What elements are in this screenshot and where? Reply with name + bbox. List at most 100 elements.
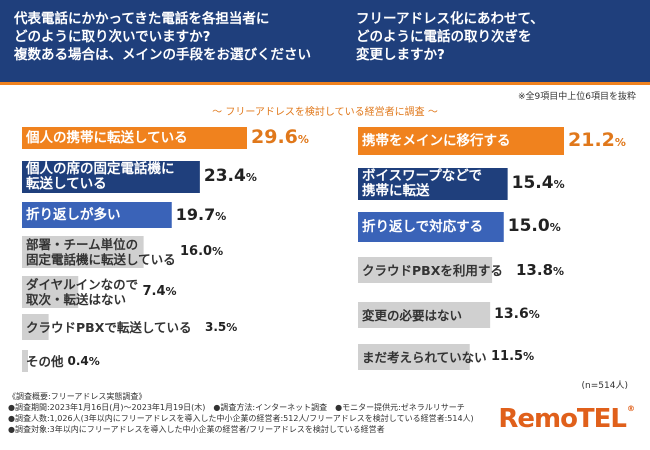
bar-value-unit: % (245, 171, 257, 185)
bar-right-3 (358, 257, 493, 283)
right-question-line: 変更しますか? (356, 47, 445, 63)
logo-text: RemoTEL (498, 404, 627, 434)
bar-label-line: 部署・チーム単位の (26, 237, 139, 252)
bar-left-4 (22, 276, 79, 308)
bar-value-number: 23.4 (203, 166, 246, 187)
bar-label: その他 (26, 354, 64, 369)
bar-value-number: 29.6 (251, 126, 298, 149)
bar-value-unit: % (523, 349, 535, 363)
bar-label-line: クラウドPBXで転送している (26, 319, 192, 335)
bar-label: ボイスワープなどで 携帯に転送 (362, 169, 482, 199)
bar-value: 13.6% (494, 306, 540, 322)
bar-label-line: 転送している (26, 176, 107, 192)
bar-right-2 (358, 212, 504, 242)
bar-value: 3.5% (205, 320, 237, 334)
footnote-line: 《調査概要:フリーアドレス実態調査》 (8, 392, 147, 401)
bar-left-5 (22, 314, 49, 340)
footnote-line: ●調査対象:3年以内にフリーアドレスを導入した中小企業の経営者/フリーアドレスを… (8, 425, 385, 434)
remotel-logo: RemoTEL® (498, 404, 635, 434)
logo-registered-mark: ® (627, 404, 635, 413)
bar-value-unit: % (553, 178, 565, 192)
bar-label-line: 携帯をメインに移行する (362, 132, 511, 149)
bar-value-unit: % (215, 210, 227, 224)
bar-value-number: 15.4 (511, 173, 554, 194)
header-accent-line (0, 82, 650, 85)
bar-value-unit: % (226, 320, 238, 334)
bar-value-unit: % (549, 221, 561, 235)
bar-value-unit: % (212, 244, 224, 258)
right-question: フリーアドレス化にあわせて、 どのように電話の取り次ぎを 変更しますか? (356, 10, 544, 64)
right-question-line: フリーアドレス化にあわせて、 (356, 11, 544, 27)
left-question-line: どのように取り次いでいますか? (14, 29, 211, 45)
bar-value-unit: % (165, 284, 177, 298)
bar-left-6 (22, 350, 28, 372)
left-question-line: 代表電話にかかってきた電話を各担当者に (14, 11, 270, 27)
bar-left-0 (22, 127, 247, 149)
bar-label-line: 携帯に転送 (362, 183, 430, 199)
bar-right-5 (358, 344, 470, 370)
bar-label: クラウドPBXを利用する (362, 263, 503, 278)
left-question-line: 複数ある場合は、メインの手段をお選びください (14, 47, 311, 63)
bar-label: クラウドPBXで転送している (26, 320, 191, 335)
bar-label: ダイヤルインなので 取次・転送はない (26, 277, 138, 307)
bar-value: 0.4% (68, 354, 100, 368)
bar-label-line: ダイヤルインなので (26, 277, 139, 292)
bar-value-number: 16.0 (180, 243, 213, 259)
bar-label-line: その他 (26, 353, 64, 369)
bar-value-number: 7.4 (142, 283, 166, 299)
bar-left-2 (22, 202, 172, 228)
bar-value: 13.8% (516, 261, 564, 279)
bar-label: 部署・チーム単位の 固定電話機に転送している (26, 237, 176, 267)
bar-value-number: 13.6 (494, 306, 529, 323)
bar-left-3 (22, 236, 144, 268)
bar-value-unit: % (88, 354, 100, 368)
bar-label-line: 変更の必要はない (362, 307, 463, 323)
bar-value-number: 21.2 (568, 129, 615, 152)
header-banner: 代表電話にかかってきた電話を各担当者に どのように取り次いでいますか? 複数ある… (0, 0, 650, 82)
left-question: 代表電話にかかってきた電話を各担当者に どのように取り次いでいますか? 複数ある… (14, 10, 311, 64)
bar-value: 23.4% (204, 166, 257, 186)
bar-label-line: ボイスワープなどで (362, 168, 483, 184)
bar-value-number: 11.5 (491, 348, 524, 364)
bar-label-line: まだ考えられていない (362, 349, 487, 365)
bar-right-0 (358, 127, 564, 155)
bar-label: 折り返しで対応する (362, 218, 484, 235)
bar-value: 11.5% (491, 349, 534, 364)
bar-value-number: 19.7 (175, 205, 216, 225)
bar-label: 個人の席の固定電話機に 転送している (26, 162, 175, 192)
bar-value-unit: % (297, 133, 309, 147)
survey-footnotes: 《調査概要:フリーアドレス実態調査》 ●調査期間:2023年1月16日(月)〜2… (8, 391, 474, 435)
bar-value-unit: % (553, 264, 565, 278)
bar-value: 21.2% (568, 129, 626, 151)
bar-value-unit: % (614, 136, 626, 150)
bar-label: まだ考えられていない (362, 350, 487, 365)
top-note: ※全9項目中上位6項目を抜粋 (518, 92, 636, 102)
bar-label-line: 取次・転送はない (26, 292, 127, 307)
survey-subtitle: ～ フリーアドレスを検討している経営者に調査 ～ (212, 107, 438, 118)
bar-right-4 (358, 302, 491, 328)
bar-right-1 (358, 168, 508, 200)
bar-label-line: クラウドPBXを利用する (362, 262, 503, 278)
bar-label-line: 折り返しで対応する (362, 218, 484, 235)
bar-value-number: 13.8 (516, 260, 554, 279)
bar-value-unit: % (528, 308, 540, 322)
bar-label: 携帯をメインに移行する (362, 132, 511, 149)
right-question-line: どのように電話の取り次ぎを (356, 29, 532, 45)
bar-label: 変更の必要はない (362, 308, 462, 323)
bar-value: 7.4% (143, 284, 177, 299)
bar-label-line: 折り返しが多い (26, 206, 121, 223)
bar-value: 16.0% (180, 244, 223, 259)
bar-label-line: 個人の携帯に転送している (26, 129, 188, 146)
footnote-line: ●調査期間:2023年1月16日(月)〜2023年1月19日(木) ●調査方法:… (8, 403, 465, 412)
bar-label-line: 個人の席の固定電話機に (26, 161, 175, 177)
bar-value-number: 15.0 (507, 216, 550, 237)
bar-value-number: 3.5 (205, 319, 227, 334)
bar-value: 15.0% (508, 216, 561, 236)
bar-value: 29.6% (251, 126, 309, 148)
sample-size-note: (n=514人) (581, 381, 628, 391)
bar-value: 19.7% (176, 205, 227, 224)
bar-label: 折り返しが多い (26, 206, 121, 223)
bar-left-1 (22, 161, 200, 193)
